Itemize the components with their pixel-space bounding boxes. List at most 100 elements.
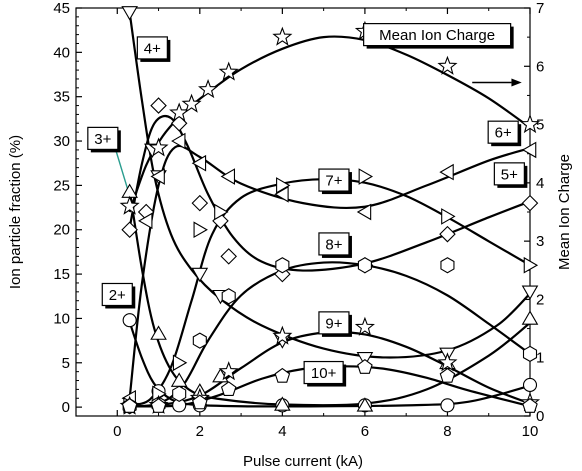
marker-2- [122, 313, 137, 328]
marker-10- [274, 367, 291, 383]
label-box-frame [318, 168, 350, 192]
marker-9- [218, 361, 239, 381]
series-curve-6- [128, 144, 531, 399]
series-label-box: 10+ [303, 360, 347, 387]
marker-mean-ion-charge [519, 113, 541, 134]
y-right-tick-label: 5 [536, 117, 544, 134]
marker-9- [354, 316, 375, 336]
series-label-text: 4+ [144, 40, 161, 57]
marker-7- [358, 168, 374, 185]
marker-8- [275, 257, 290, 274]
marker-8- [357, 257, 372, 274]
x-tick-label: 2 [196, 423, 204, 440]
marker-4- [121, 6, 138, 21]
series-curve-5- [128, 114, 531, 272]
marker-7- [276, 177, 291, 194]
marker-7- [172, 354, 188, 372]
label-box-frame [136, 36, 168, 60]
marker-5- [121, 221, 138, 239]
y-left-tick-label: 20 [53, 222, 70, 239]
marker-mean-ion-charge [437, 55, 458, 75]
y-right-tick-label: 6 [536, 58, 544, 75]
series-label-box: 2+ [101, 282, 136, 309]
marker-6- [220, 168, 236, 185]
mean-charge-arrowhead [511, 78, 522, 87]
marker-mean-ion-charge [169, 102, 190, 122]
label-box-frame [303, 360, 344, 385]
y-left-tick-label: 5 [62, 355, 70, 372]
marker-3- [121, 183, 138, 198]
marker-6- [138, 212, 153, 230]
series-label-box: 7+ [318, 168, 352, 195]
series-label-text: 2+ [109, 287, 126, 304]
marker-10- [192, 394, 208, 410]
series-curve-mean-ion-charge [128, 35, 531, 213]
label-box-frame [87, 126, 119, 150]
label-leaders [114, 78, 522, 190]
marker-6- [521, 141, 537, 159]
label-box-frame [487, 120, 519, 144]
x-tick-label: 6 [361, 423, 369, 440]
series-label-text: 8+ [325, 236, 342, 253]
marker-5- [150, 97, 167, 114]
series-markers [119, 6, 541, 415]
marker-10- [357, 359, 373, 374]
y-right-tick-label: 3 [536, 233, 544, 250]
marker-6- [191, 154, 207, 172]
marker-10- [522, 398, 538, 413]
marker-mean-ion-charge [119, 195, 140, 215]
marker-3- [521, 310, 539, 325]
y-left-tick-label: 45 [53, 0, 70, 17]
marker-9- [437, 352, 458, 372]
series-label-box: 5+ [493, 162, 528, 188]
marker-9- [272, 325, 293, 345]
series-labels: 2+ 3+ 4+ 5+ 6+ 7+ 8+ 9+ 10+ Mean Ion Charge [87, 23, 528, 387]
series-label-box: 3+ [87, 126, 121, 153]
marker-3- [274, 396, 291, 411]
marker-6- [274, 185, 289, 203]
marker-3- [150, 325, 167, 340]
y-left-tick-label: 15 [53, 266, 70, 283]
series-label-box: Mean Ion Charge [363, 23, 514, 49]
series-curve-2- [128, 321, 531, 408]
x-tick-label: 0 [113, 423, 121, 440]
marker-7- [523, 256, 539, 274]
marker-7- [193, 221, 208, 239]
marker-5- [521, 194, 539, 212]
marker-8- [192, 332, 207, 349]
marker-7- [441, 208, 456, 225]
y-right-tick-label: 7 [536, 0, 544, 17]
series-curves [128, 12, 531, 408]
x-tick-label: 8 [443, 423, 451, 440]
marker-5- [191, 194, 209, 212]
y-right-tick-label: 1 [536, 350, 544, 367]
series-label-text: 9+ [325, 315, 342, 332]
marker-2- [440, 398, 455, 413]
y-right-tick-label: 0 [536, 408, 544, 425]
y-axis-title-left: Ion particle fraction (%) [7, 135, 24, 289]
marker-mean-ion-charge [148, 137, 169, 157]
label-box-frame [363, 23, 512, 47]
series-label-box: 9+ [318, 311, 352, 337]
label-box-frame [101, 282, 133, 307]
marker-10- [439, 367, 456, 383]
marker-10- [220, 381, 237, 397]
marker-mean-ion-charge [272, 26, 293, 46]
y-left-tick-label: 35 [53, 89, 70, 106]
marker-6- [171, 132, 186, 150]
series-label-text: 3+ [94, 131, 111, 148]
y-right-tick-label: 4 [536, 175, 544, 192]
marker-6- [356, 203, 372, 221]
y-left-tick-label: 0 [62, 399, 70, 416]
marker-4- [521, 285, 539, 300]
y-left-tick-label: 25 [53, 177, 70, 194]
y-left-tick-label: 10 [53, 310, 70, 327]
x-tick-label: 4 [278, 423, 286, 440]
series-label-text: 5+ [501, 166, 518, 183]
marker-8- [440, 257, 455, 274]
series-label-box: 8+ [318, 232, 352, 258]
marker-8- [522, 345, 538, 363]
label-box-frame [493, 162, 525, 186]
